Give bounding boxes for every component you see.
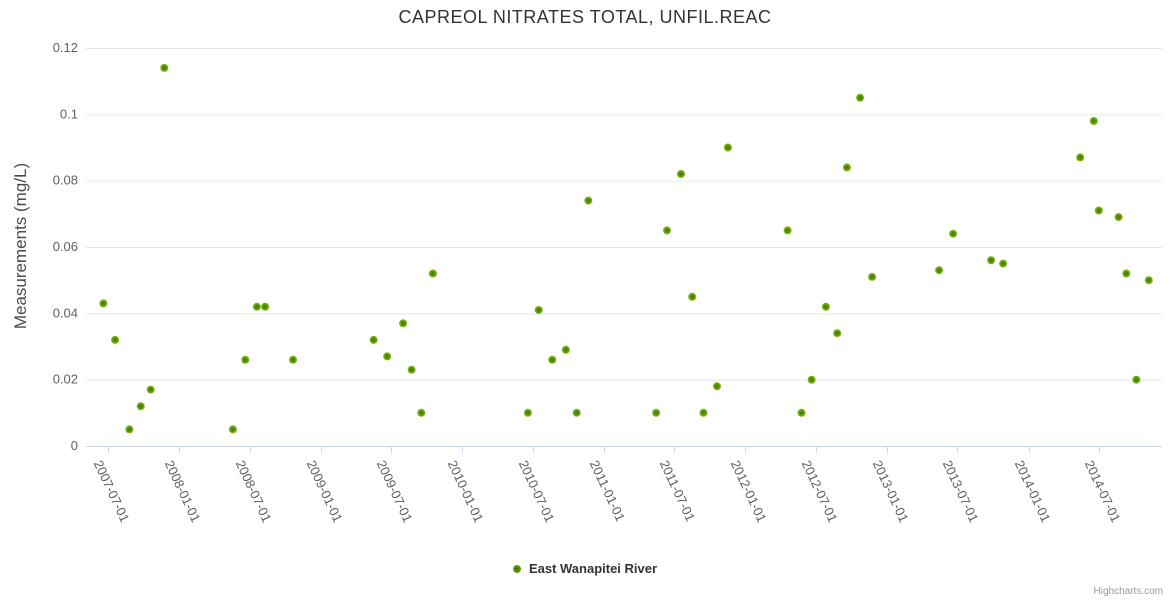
data-point[interactable]	[999, 259, 1008, 268]
x-axis-tick-label: 2011-07-01	[657, 458, 698, 524]
x-axis-tick-label: 2012-07-01	[799, 458, 841, 525]
x-axis-tick-label: 2010-01-01	[445, 458, 487, 525]
data-point[interactable]	[111, 335, 120, 344]
data-point[interactable]	[1144, 276, 1153, 285]
x-axis-tick-label: 2008-07-01	[233, 458, 275, 525]
y-axis-tick-label: 0	[71, 438, 78, 453]
data-point[interactable]	[399, 319, 408, 328]
data-point[interactable]	[369, 335, 378, 344]
data-point[interactable]	[136, 402, 145, 411]
x-axis-tick-label: 2014-07-01	[1082, 458, 1124, 525]
data-point[interactable]	[228, 425, 237, 434]
legend-label: East Wanapitei River	[528, 561, 658, 576]
data-point[interactable]	[1114, 213, 1123, 222]
data-point[interactable]	[534, 306, 543, 314]
data-point[interactable]	[261, 302, 270, 311]
data-point[interactable]	[783, 226, 792, 235]
data-point[interactable]	[677, 170, 685, 178]
data-point[interactable]	[807, 375, 816, 384]
y-axis-tick-label: 0.12	[53, 40, 78, 55]
data-point[interactable]	[1076, 153, 1085, 162]
data-point[interactable]	[417, 408, 426, 417]
data-point[interactable]	[821, 302, 830, 311]
data-point[interactable]	[663, 226, 671, 235]
data-point[interactable]	[241, 355, 250, 364]
data-point[interactable]	[561, 345, 570, 354]
data-point[interactable]	[146, 385, 155, 394]
x-axis-tick-label: 2014-01-01	[1012, 458, 1054, 525]
x-axis-tick-label: 2012-01-01	[728, 458, 770, 525]
data-point[interactable]	[1094, 206, 1103, 215]
data-point[interactable]	[584, 196, 593, 205]
data-point[interactable]	[987, 256, 996, 265]
data-point[interactable]	[949, 229, 958, 238]
data-point[interactable]	[428, 269, 437, 278]
data-point[interactable]	[842, 163, 851, 172]
x-axis-tick-label: 2013-01-01	[870, 458, 912, 525]
data-point[interactable]	[125, 425, 134, 434]
data-point[interactable]	[1132, 375, 1141, 384]
data-point[interactable]	[572, 408, 581, 417]
x-axis-tick-label: 2009-01-01	[304, 458, 346, 525]
y-axis-tick-label: 0.1	[60, 106, 78, 121]
legend-marker-icon	[512, 564, 521, 573]
x-axis-tick-label: 2009-07-01	[374, 458, 416, 525]
y-axis-tick-label: 0.06	[53, 239, 78, 254]
data-point[interactable]	[699, 408, 708, 417]
data-point[interactable]	[868, 272, 877, 281]
data-point[interactable]	[1122, 269, 1131, 278]
data-point[interactable]	[160, 63, 169, 72]
chart-title: CAPREOL NITRATES TOTAL, UNFIL.REAC	[398, 7, 772, 27]
data-point[interactable]	[252, 302, 261, 311]
x-axis-tick-label: 2011-01-01	[587, 458, 628, 524]
y-axis-tick-label: 0.04	[53, 305, 78, 320]
data-point[interactable]	[548, 355, 557, 364]
data-point[interactable]	[383, 352, 392, 361]
x-axis-tick-label: 2010-07-01	[516, 458, 558, 525]
data-point[interactable]	[652, 408, 661, 417]
data-point[interactable]	[833, 329, 842, 338]
y-axis-tick-label: 0.08	[53, 173, 78, 188]
data-point[interactable]	[289, 355, 297, 364]
legend-item[interactable]: East Wanapitei River	[0, 561, 1170, 576]
data-point[interactable]	[688, 292, 697, 301]
data-point[interactable]	[723, 143, 732, 152]
data-point[interactable]	[1089, 117, 1098, 125]
x-axis-tick-label: 2007-07-01	[91, 458, 133, 525]
x-axis-tick-label: 2008-01-01	[162, 458, 204, 525]
data-point[interactable]	[797, 408, 806, 417]
data-point[interactable]	[935, 266, 944, 275]
data-point[interactable]	[523, 408, 532, 417]
data-point[interactable]	[713, 382, 721, 391]
credits-link[interactable]: Highcharts.com	[1093, 586, 1163, 597]
data-point[interactable]	[99, 299, 108, 308]
y-axis-tick-label: 0.02	[53, 372, 78, 387]
data-point[interactable]	[407, 365, 416, 374]
data-point[interactable]	[856, 93, 865, 102]
x-axis-tick-label: 2013-07-01	[940, 458, 982, 525]
